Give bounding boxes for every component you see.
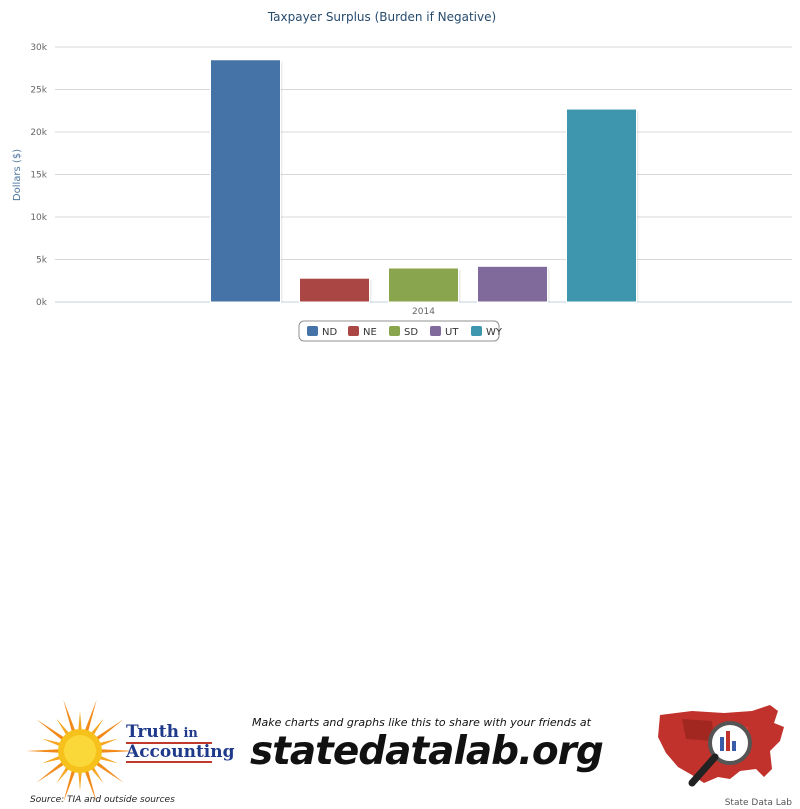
footer: Truth in Accounting Source: TIA and outs… — [0, 345, 800, 808]
source-note: Source: TIA and outside sources — [30, 795, 175, 805]
bar-ut — [477, 265, 548, 303]
sun-ray — [95, 719, 124, 741]
site-name: statedatalab.org — [250, 729, 604, 774]
logo-line1-big: Truth — [126, 722, 179, 742]
bars — [210, 59, 639, 303]
legend-label-wy: WY — [486, 327, 503, 338]
legend-swatch-wy — [471, 326, 482, 336]
sun-ray — [98, 738, 119, 747]
sun-ray — [84, 699, 97, 733]
sun-ray — [36, 719, 65, 741]
sun-ray — [78, 711, 82, 732]
logo-line2: Accounting — [126, 742, 235, 762]
sun-ray — [26, 749, 61, 753]
legend-label-ne: NE — [363, 327, 377, 338]
y-tick-label: 25k — [30, 86, 47, 96]
sun-ray — [78, 770, 82, 791]
logo-rule-top — [126, 742, 212, 744]
sun-ray — [95, 761, 124, 783]
y-tick-label: 20k — [30, 128, 47, 138]
promo-text: Make charts and graphs like this to shar… — [252, 716, 591, 729]
gridlines — [55, 46, 792, 303]
sun-ray — [63, 699, 76, 733]
sun-ray — [36, 761, 65, 783]
bar-wy — [566, 108, 637, 303]
legend-swatch-sd — [389, 326, 400, 336]
bar-ne — [299, 277, 370, 303]
y-tick-label: 0k — [36, 298, 48, 308]
legend-label-nd: ND — [322, 327, 337, 338]
bar-chart: Taxpayer Surplus (Burden if Negative) 0k… — [12, 10, 792, 342]
sun-ray — [98, 755, 119, 764]
y-tick-label: 10k — [30, 213, 47, 223]
legend-swatch-ne — [348, 326, 359, 336]
chart-title: Taxpayer Surplus (Burden if Negative) — [267, 10, 496, 24]
logo-line1-small: in — [178, 726, 198, 741]
legend-label-sd: SD — [404, 327, 418, 338]
legend-swatch-nd — [307, 326, 318, 336]
y-tick-label: 15k — [30, 171, 47, 181]
bar-sd — [388, 267, 459, 303]
legend-label-ut: UT — [445, 327, 459, 338]
y-axis-ticks: 0k 5k 10k 15k 20k 25k 30k — [30, 43, 47, 308]
sun-ray — [41, 755, 62, 764]
y-axis-label: Dollars ($) — [12, 149, 23, 201]
legend-swatch-ut — [430, 326, 441, 336]
x-axis-ticks: 2014 — [412, 307, 435, 317]
legend: ND NE SD UT WY — [298, 320, 503, 342]
bar-nd — [210, 59, 281, 303]
y-tick-label: 5k — [36, 256, 48, 266]
us-map-magnifier-icon — [658, 705, 784, 787]
credit-label: State Data Lab — [724, 798, 792, 808]
sun-ray — [41, 738, 62, 747]
y-tick-label: 30k — [30, 43, 47, 53]
x-tick-label: 2014 — [412, 307, 435, 317]
logo-rule-bottom — [126, 761, 212, 763]
